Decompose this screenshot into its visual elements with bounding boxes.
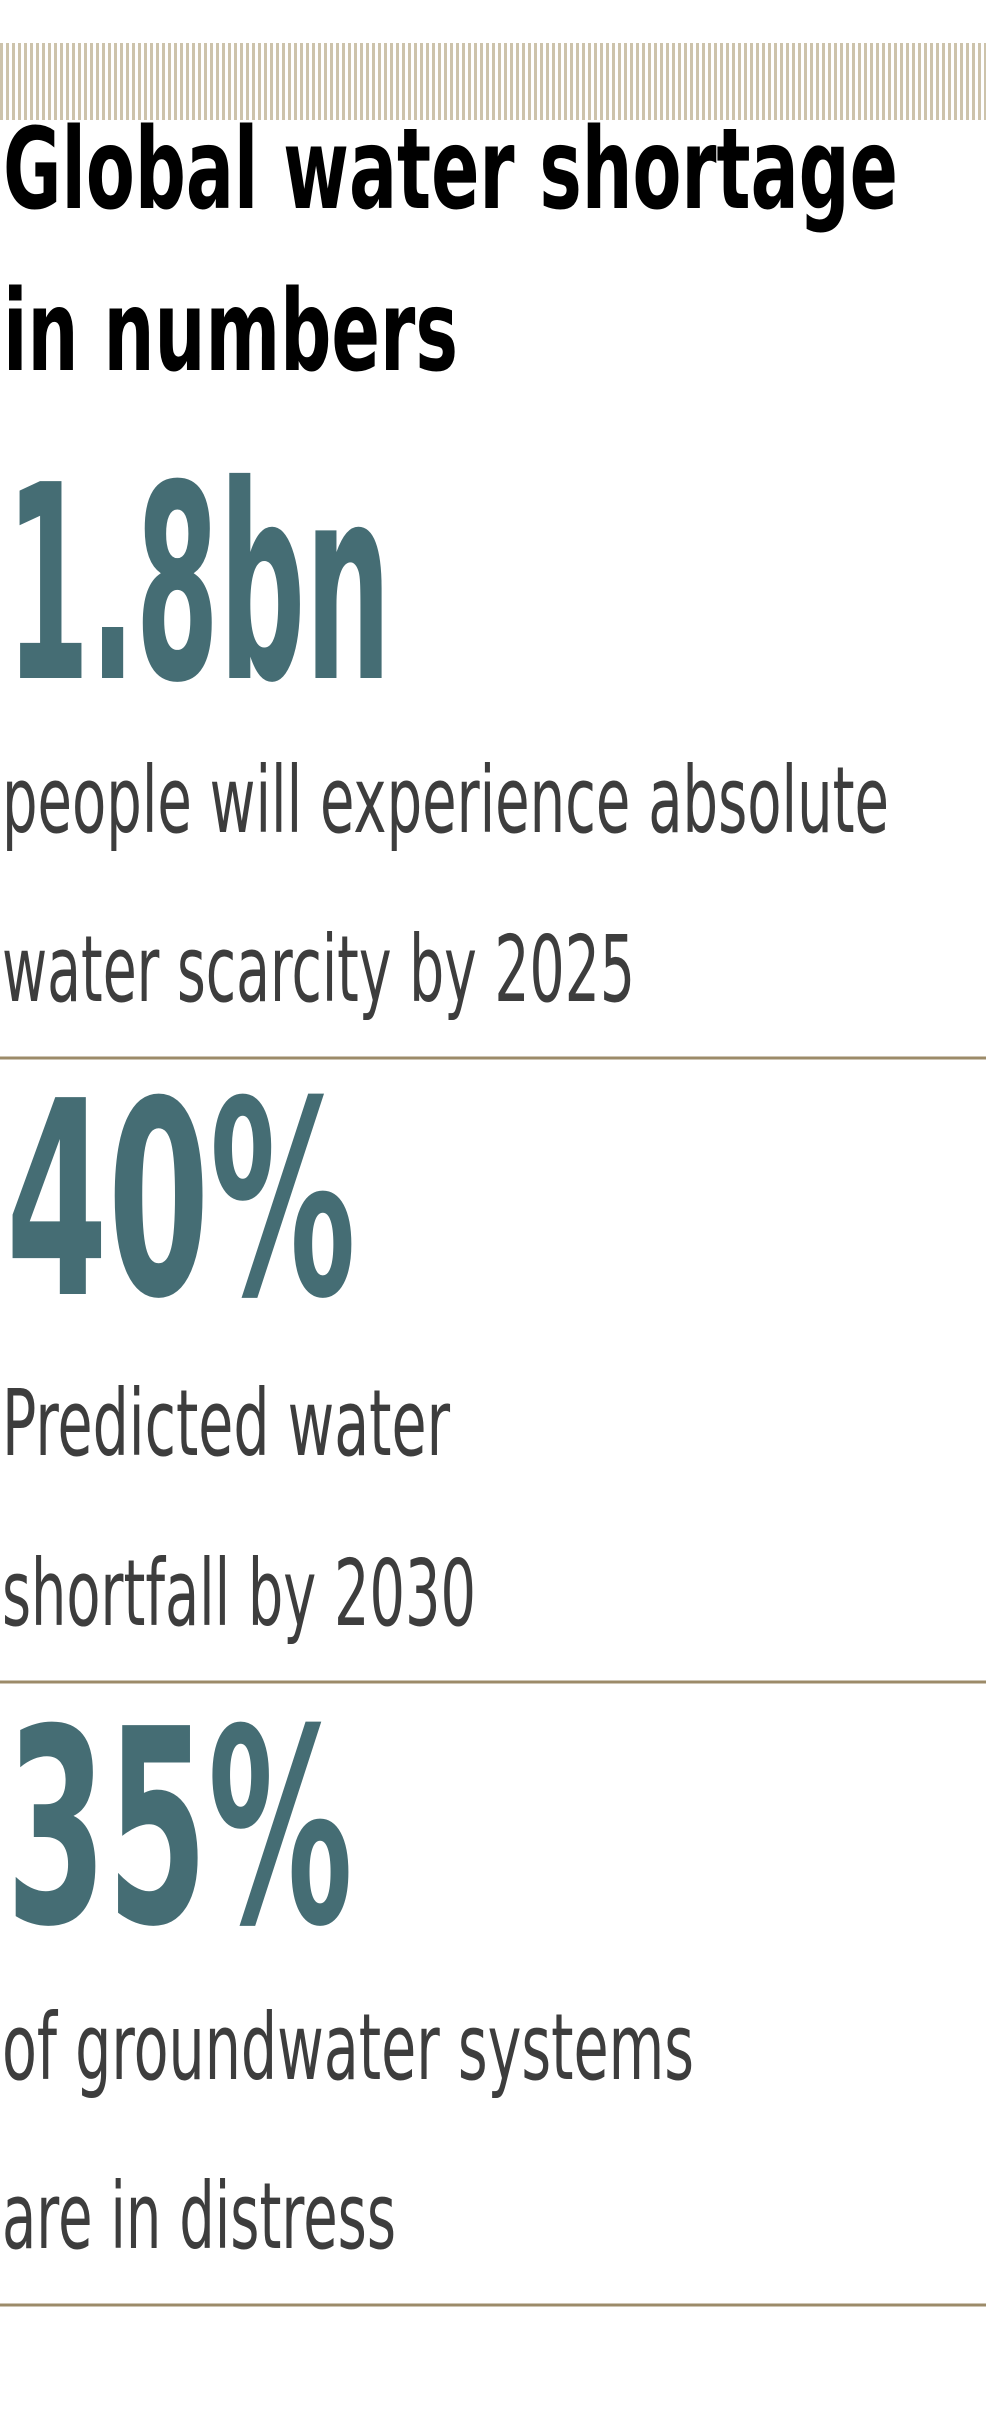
title: Global water shortage <box>3 105 898 235</box>
stripe-band <box>0 43 986 120</box>
stat-description: Predicted water <box>2 1370 450 1477</box>
stat-figure: 35% <box>6 1671 353 1986</box>
stat-figure: 1.8bn <box>6 427 391 742</box>
title: in numbers <box>3 267 458 397</box>
stat-description: shortfall by 2030 <box>2 1540 476 1647</box>
stat-description: are in distress <box>2 2163 396 2270</box>
stat-description: people will experience absolute <box>2 747 889 854</box>
stat-description: of groundwater systems <box>2 1994 694 2101</box>
stat-description: water scarcity by 2025 <box>2 916 635 1023</box>
stat-figure: 40% <box>6 1043 356 1358</box>
